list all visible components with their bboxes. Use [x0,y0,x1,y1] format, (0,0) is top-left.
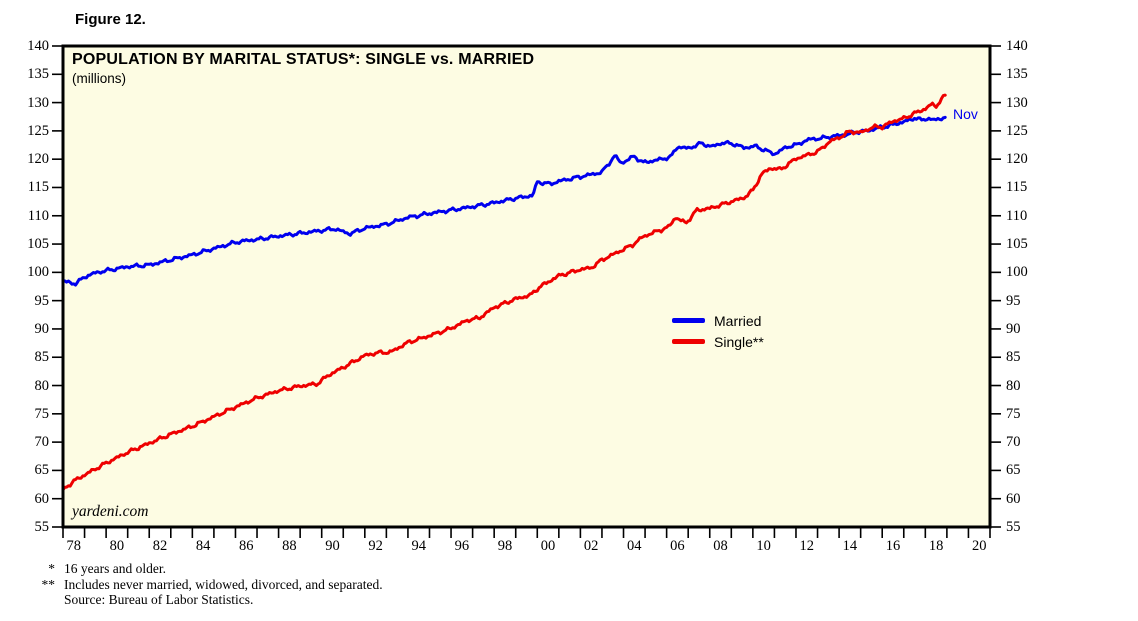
y-tick-label-right: 100 [1006,264,1028,281]
x-tick-label: 12 [799,538,815,554]
y-tick-label-left: 110 [27,207,49,224]
y-tick-label-right: 95 [1006,292,1021,309]
footnote-2: ** Includes never married, widowed, divo… [0,577,640,593]
y-tick-label-right: 90 [1006,320,1021,337]
x-tick-label: 06 [670,538,685,554]
legend-label-married: Married [714,312,762,329]
x-tick-label: 14 [842,538,858,554]
footnote-text: 16 years and older. [64,561,166,576]
x-tick-label: 92 [368,538,383,554]
y-tick-label-left: 90 [34,320,50,337]
y-tick-label-right: 140 [1006,38,1028,54]
x-tick-label: 20 [971,538,987,554]
y-tick-label-right: 135 [1006,66,1028,83]
legend: Married Single** [672,310,764,352]
y-tick-label-left: 95 [34,292,50,309]
y-tick-label-left: 70 [34,434,50,451]
footnote-text: Source: Bureau of Labor Statistics. [64,592,254,607]
y-tick-label-right: 75 [1006,405,1021,422]
y-tick-label-right: 80 [1006,377,1021,394]
plot-area [63,46,990,527]
married-line-swatch [672,318,705,323]
y-tick-label-right: 105 [1006,236,1028,253]
single-line-swatch [672,339,705,344]
legend-item-married: Married [672,310,764,331]
footnote-text: Includes never married, widowed, divorce… [64,576,383,592]
footnote-source: Source: Bureau of Labor Statistics. [0,592,640,608]
footnote-1: * 16 years and older. [0,561,640,577]
x-tick-label: 96 [454,538,470,554]
x-tick-label: 18 [928,538,944,554]
x-tick-label: 78 [66,538,82,554]
legend-item-single: Single** [672,331,764,352]
x-tick-label: 94 [411,538,426,554]
end-label-nov: Nov [953,106,978,122]
x-tick-label: 98 [497,538,513,554]
chart-frame [61,44,992,529]
y-tick-label-right: 110 [1006,207,1028,224]
single-line [63,93,947,492]
y-tick-label-right: 120 [1006,151,1028,168]
y-tick-label-right: 130 [1006,94,1028,111]
y-tick-label-left: 105 [27,236,49,253]
chart-subtitle: (millions) [72,71,126,86]
y-tick-label-left: 125 [27,122,49,139]
x-tick-label: 80 [109,538,125,554]
y-tick-label-right: 115 [1006,179,1028,196]
x-tick-label: 16 [885,538,901,554]
footnote-marker: * [48,561,55,576]
y-tick-label-left: 135 [27,66,49,83]
footnotes: * 16 years and older. ** Includes never … [0,561,640,608]
footnote-marker: ** [41,576,56,592]
y-tick-label-left: 80 [34,377,50,394]
y-tick-label-right: 55 [1006,519,1021,535]
y-tick-label-left: 120 [27,151,49,168]
x-tick-label: 82 [152,538,168,554]
x-tick-label: 10 [756,538,771,554]
x-tick-label: 88 [282,538,297,554]
married-line [63,115,947,287]
y-tick-label-right: 65 [1006,462,1021,479]
figure-label: Figure 12. [75,11,146,28]
y-tick-label-left: 100 [27,264,49,281]
y-tick-label-left: 65 [34,462,50,479]
x-tick-label: 00 [540,538,556,554]
chart-title: POPULATION BY MARITAL STATUS*: SINGLE vs… [72,51,535,68]
legend-label-single: Single** [714,333,764,350]
x-tick-label: 02 [583,538,599,554]
y-tick-label-right: 60 [1006,490,1021,507]
y-tick-label-left: 85 [34,349,50,366]
x-tick-label: 84 [195,538,211,554]
y-tick-label-left: 130 [27,94,49,111]
y-tick-label-right: 85 [1006,349,1021,366]
x-tick-label: 08 [713,538,728,554]
y-tick-label-left: 140 [27,38,49,54]
x-tick-label: 90 [325,538,340,554]
x-tick-label: 86 [238,538,254,554]
y-tick-label-left: 75 [34,405,50,422]
x-tick-label: 04 [627,538,642,554]
watermark: yardeni.com [72,503,149,520]
y-tick-label-left: 55 [34,519,50,535]
y-tick-label-left: 115 [27,179,49,196]
y-tick-label-right: 125 [1006,122,1028,139]
footnote-marker [0,592,64,608]
y-tick-label-right: 70 [1006,434,1021,451]
y-tick-label-left: 60 [34,490,50,507]
